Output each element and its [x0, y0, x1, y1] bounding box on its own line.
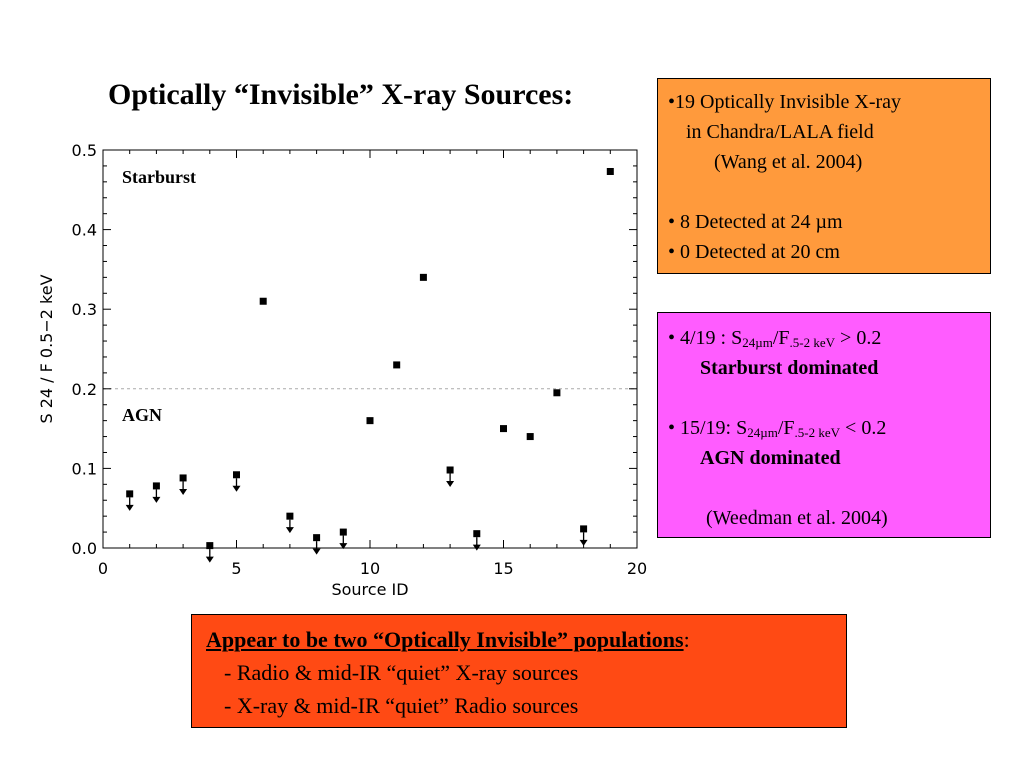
- upper-limit-arrow-head: [579, 539, 588, 546]
- agn-ratio-line: • 15/19: S24µm/F.5-2 keV < 0.2: [668, 417, 887, 440]
- data-point: [419, 273, 427, 281]
- x-tick-label: 20: [627, 559, 647, 578]
- data-point: [152, 482, 160, 490]
- x-tick-label: 10: [360, 559, 380, 578]
- upper-limit-arrow-head: [179, 488, 188, 495]
- upper-limit-arrow-head: [312, 548, 321, 555]
- y-tick-label: 0.5: [72, 141, 97, 160]
- y-tick-label: 0.0: [72, 539, 97, 558]
- chart-points: [125, 167, 614, 563]
- conclusion-box: Appear to be two “Optically Invisible” p…: [191, 614, 847, 728]
- starburst-region-label: Starburst: [122, 167, 197, 187]
- conclusion-bullet-2: - X-ray & mid-IR “quiet” Radio sources: [224, 693, 579, 718]
- data-point: [473, 530, 481, 538]
- agn-region-label: AGN: [122, 405, 162, 425]
- upper-limit-arrow-head: [125, 504, 134, 511]
- sample-summary-box: •19 Optically Invisible X-ray in Chandra…: [657, 78, 991, 274]
- conclusion-bullet-1: - Radio & mid-IR “quiet” X-ray sources: [224, 660, 579, 685]
- data-point: [179, 474, 187, 482]
- slide-title: Optically “Invisible” X-ray Sources:: [108, 78, 574, 111]
- data-point: [606, 167, 614, 175]
- data-point: [313, 534, 321, 542]
- classification-reference: (Weedman et al. 2004): [706, 507, 888, 529]
- summary-line-24um: • 8 Detected at 24 µm: [668, 211, 843, 233]
- data-point: [206, 542, 214, 550]
- x-tick-label: 0: [98, 559, 108, 578]
- summary-line-field: in Chandra/LALA field: [686, 121, 874, 143]
- summary-line-reference: (Wang et al. 2004): [714, 151, 863, 173]
- upper-limit-arrow-head: [472, 544, 481, 551]
- data-point: [286, 512, 294, 520]
- data-point: [233, 471, 240, 479]
- chart-axes: 0 5 10 15 20 0.0 0.1 0.2 0.3 0.4 0.5: [72, 141, 648, 578]
- summary-line-count: •19 Optically Invisible X-ray: [668, 91, 902, 113]
- upper-limit-arrow-head: [285, 527, 294, 534]
- upper-limit-arrow-head: [446, 480, 455, 487]
- upper-limit-arrow-head: [339, 543, 348, 550]
- data-point: [446, 466, 454, 474]
- data-point: [339, 528, 347, 536]
- starburst-ratio-line: • 4/19 : S24µm/F.5-2 keV > 0.2: [668, 327, 882, 350]
- x-tick-label: 15: [493, 559, 513, 578]
- x-axis-label: Source ID: [331, 580, 408, 599]
- data-point: [526, 433, 534, 441]
- agn-dominated-label: AGN dominated: [700, 447, 841, 469]
- starburst-dominated-label: Starburst dominated: [700, 357, 879, 379]
- y-tick-label: 0.2: [72, 380, 97, 399]
- summary-line-20cm: • 0 Detected at 20 cm: [668, 241, 840, 263]
- conclusion-headline: Appear to be two “Optically Invisible” p…: [206, 627, 690, 652]
- data-point: [259, 297, 267, 305]
- data-point: [393, 361, 401, 369]
- data-point: [580, 525, 588, 533]
- data-point: [553, 389, 561, 397]
- data-point: [366, 417, 374, 425]
- data-point: [126, 490, 134, 498]
- x-tick-label: 5: [231, 559, 241, 578]
- y-tick-label: 0.1: [72, 459, 97, 478]
- y-tick-label: 0.4: [72, 221, 97, 240]
- classification-box: • 4/19 : S24µm/F.5-2 keV > 0.2 Starburst…: [657, 312, 991, 538]
- y-tick-label: 0.3: [72, 300, 97, 319]
- upper-limit-arrow-head: [152, 496, 161, 503]
- upper-limit-arrow-head: [232, 485, 241, 492]
- data-point: [500, 425, 507, 433]
- upper-limit-arrow-head: [205, 556, 214, 563]
- y-axis-label: S 24 / F 0.5−2 keV: [37, 274, 56, 423]
